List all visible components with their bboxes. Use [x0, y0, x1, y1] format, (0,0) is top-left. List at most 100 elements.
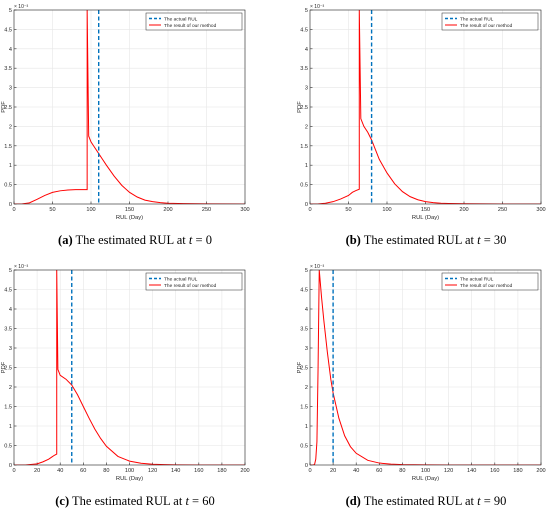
y-tick-label: 1.5 [4, 144, 12, 150]
chart-panel-d: 0 0.5 1 1.5 2 2.5 3 3.5 4 4.5 5 0 20 40 60 80 100 120 140 1… [297, 264, 546, 508]
legend-entry-actual: The actual RUL [460, 16, 494, 22]
x-tick-label: 20 [34, 468, 40, 474]
y-tick-label: 0.5 [4, 183, 12, 189]
y-tick-label: 3.5 [4, 66, 12, 72]
y-exponent-label: × 10⁻³ [14, 4, 29, 10]
y-tick-label: 0 [305, 202, 308, 208]
caption-label: (b) [346, 233, 361, 247]
caption-text: The estimated RUL at [69, 494, 185, 508]
legend-box [145, 272, 243, 291]
y-tick-label: 2 [9, 124, 12, 130]
x-axis-label: RUL (Day) [116, 215, 143, 221]
legend-box [441, 12, 539, 31]
y-tick-label: 3.5 [300, 327, 308, 333]
y-tick-label: 2 [305, 124, 308, 130]
chart-panel-a: 00.511.522.533.544.550 50 100 150 200 250 300×… [1, 4, 250, 247]
legend-entry-actual: The actual RUL [460, 276, 494, 282]
legend-entry-actual: The actual RUL [164, 16, 198, 22]
y-tick-label: 5 [9, 8, 12, 14]
legend-entry-estimate: The result of our method [460, 23, 513, 29]
y-tick-label: 5 [305, 8, 308, 14]
x-tick-label: 100 [125, 468, 134, 474]
y-tick-label: 2 [305, 385, 308, 391]
y-tick-label: 1 [9, 424, 12, 430]
y-tick-label: 4.5 [300, 27, 308, 33]
panel-caption: (c) The estimated RUL at t = 60 [55, 494, 214, 508]
axes-frame [309, 269, 542, 466]
caption-label: (a) [58, 233, 73, 247]
y-exponent-label: × 10⁻³ [14, 264, 29, 270]
x-tick-label: 200 [536, 468, 545, 474]
x-tick-label: 80 [399, 468, 405, 474]
y-tick-label: 3 [305, 346, 308, 352]
x-axis-label: RUL (Day) [116, 476, 143, 482]
y-axis-label: PDF [297, 361, 303, 373]
y-tick-label: 1 [9, 163, 12, 169]
x-tick-label: 300 [536, 207, 545, 213]
y-tick-label: 3 [305, 86, 308, 92]
x-tick-label: 0 [12, 468, 15, 474]
y-tick-label: 5 [305, 268, 308, 274]
x-tick-label: 40 [353, 468, 359, 474]
panel-caption: (b) The estimated RUL at t = 30 [346, 233, 507, 247]
x-tick-label: 200 [459, 207, 468, 213]
x-tick-label: 50 [345, 207, 351, 213]
y-tick-label: 1.5 [300, 144, 308, 150]
legend-box [145, 12, 243, 31]
x-axis-label: RUL (Day) [412, 476, 439, 482]
legend-entry-actual: The actual RUL [164, 276, 198, 282]
y-axis-label: PDF [1, 361, 7, 373]
x-tick-label: 250 [202, 207, 211, 213]
caption-text: The estimated RUL at [361, 233, 477, 247]
series-line-estimate [14, 10, 245, 204]
x-tick-label: 0 [308, 207, 311, 213]
y-exponent-label: × 10⁻³ [310, 4, 325, 10]
y-tick-label: 4.5 [300, 288, 308, 294]
y-tick-label: 0 [305, 463, 308, 469]
x-tick-label: 200 [163, 207, 172, 213]
y-tick-label: 2 [9, 385, 12, 391]
y-tick-label: 1 [305, 163, 308, 169]
legend-entry-estimate: The result of our method [460, 283, 513, 289]
series-line-estimate [14, 270, 245, 465]
x-tick-label: 80 [103, 468, 109, 474]
caption-variable: t [477, 494, 481, 508]
x-tick-label: 0 [12, 207, 15, 213]
y-tick-label: 5 [9, 268, 12, 274]
y-tick-label: 3.5 [300, 66, 308, 72]
y-tick-label: 3 [9, 346, 12, 352]
y-tick-label: 0 [9, 202, 12, 208]
y-tick-label: 0.5 [300, 183, 308, 189]
y-tick-label: 4 [305, 307, 308, 313]
x-tick-label: 180 [513, 468, 522, 474]
y-axis-label: PDF [1, 101, 7, 113]
x-tick-label: 100 [86, 207, 95, 213]
x-tick-label: 60 [80, 468, 86, 474]
y-tick-label: 4.5 [4, 27, 12, 33]
x-tick-label: 120 [148, 468, 157, 474]
caption-equals: = 0 [192, 233, 212, 247]
caption-variable: t [189, 233, 193, 247]
axes-frame [309, 9, 542, 205]
x-tick-label: 140 [171, 468, 180, 474]
y-tick-label: 2.5 [300, 366, 308, 372]
x-tick-label: 100 [421, 468, 430, 474]
y-tick-label: 1 [305, 424, 308, 430]
y-exponent-label: × 10⁻³ [310, 264, 325, 270]
y-tick-label: 2.5 [4, 366, 12, 372]
y-tick-label: 4 [305, 47, 308, 53]
x-tick-label: 0 [308, 468, 311, 474]
x-tick-label: 150 [421, 207, 430, 213]
chart-panel-c: 0 0.5 1 1.5 2 2.5 3 3.5 4 4.5 5 0 20 40 60 80 100 120 140 1… [1, 264, 250, 508]
caption-variable: t [477, 233, 481, 247]
y-tick-label: 1.5 [4, 405, 12, 411]
x-tick-label: 140 [467, 468, 476, 474]
y-axis-label: PDF [297, 101, 303, 113]
x-tick-label: 150 [125, 207, 134, 213]
y-tick-label: 3 [9, 86, 12, 92]
y-tick-label: 4.5 [4, 288, 12, 294]
